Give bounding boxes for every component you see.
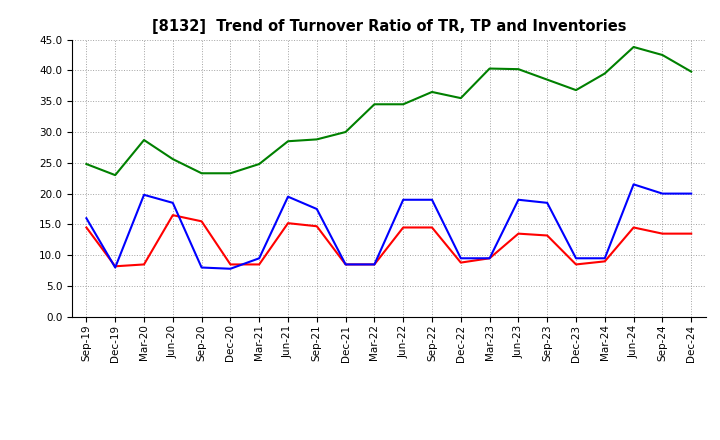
Trade Receivables	[168, 213, 177, 218]
Inventories	[82, 161, 91, 167]
Inventories	[456, 95, 465, 101]
Inventories	[485, 66, 494, 71]
Trade Receivables	[111, 264, 120, 269]
Inventories	[312, 137, 321, 142]
Trade Payables	[140, 192, 148, 198]
Trade Receivables	[600, 259, 609, 264]
Trade Receivables	[543, 233, 552, 238]
Inventories	[687, 69, 696, 74]
Trade Payables	[399, 197, 408, 202]
Trade Payables	[111, 265, 120, 270]
Trade Receivables	[629, 225, 638, 230]
Inventories	[629, 44, 638, 50]
Inventories	[514, 66, 523, 72]
Title: [8132]  Trend of Turnover Ratio of TR, TP and Inventories: [8132] Trend of Turnover Ratio of TR, TP…	[151, 19, 626, 34]
Trade Payables	[226, 266, 235, 271]
Inventories	[226, 171, 235, 176]
Trade Payables	[255, 256, 264, 261]
Trade Payables	[428, 197, 436, 202]
Trade Receivables	[312, 224, 321, 229]
Trade Payables	[629, 182, 638, 187]
Trade Payables	[600, 256, 609, 261]
Trade Payables	[658, 191, 667, 196]
Trade Receivables	[284, 220, 292, 226]
Trade Receivables	[456, 260, 465, 265]
Trade Receivables	[341, 262, 350, 267]
Inventories	[370, 102, 379, 107]
Inventories	[543, 77, 552, 82]
Trade Payables	[284, 194, 292, 199]
Trade Payables	[82, 216, 91, 221]
Line: Trade Receivables: Trade Receivables	[86, 215, 691, 266]
Trade Payables	[341, 262, 350, 267]
Trade Receivables	[82, 225, 91, 230]
Trade Receivables	[140, 262, 148, 267]
Inventories	[168, 157, 177, 162]
Trade Payables	[543, 200, 552, 205]
Trade Receivables	[226, 262, 235, 267]
Trade Payables	[456, 256, 465, 261]
Trade Receivables	[428, 225, 436, 230]
Trade Receivables	[514, 231, 523, 236]
Trade Payables	[370, 262, 379, 267]
Inventories	[111, 172, 120, 178]
Line: Inventories: Inventories	[86, 47, 691, 175]
Inventories	[428, 89, 436, 95]
Trade Payables	[168, 200, 177, 205]
Trade Receivables	[658, 231, 667, 236]
Line: Trade Payables: Trade Payables	[86, 184, 691, 269]
Inventories	[572, 88, 580, 93]
Inventories	[197, 171, 206, 176]
Trade Receivables	[399, 225, 408, 230]
Inventories	[341, 129, 350, 135]
Inventories	[600, 71, 609, 76]
Trade Payables	[572, 256, 580, 261]
Trade Payables	[485, 256, 494, 261]
Inventories	[255, 161, 264, 167]
Trade Receivables	[197, 219, 206, 224]
Inventories	[140, 137, 148, 143]
Inventories	[284, 139, 292, 144]
Trade Receivables	[572, 262, 580, 267]
Trade Receivables	[255, 262, 264, 267]
Trade Receivables	[485, 256, 494, 261]
Trade Payables	[312, 206, 321, 212]
Trade Receivables	[687, 231, 696, 236]
Inventories	[658, 52, 667, 58]
Trade Payables	[687, 191, 696, 196]
Trade Receivables	[370, 262, 379, 267]
Trade Payables	[197, 265, 206, 270]
Inventories	[399, 102, 408, 107]
Trade Payables	[514, 197, 523, 202]
